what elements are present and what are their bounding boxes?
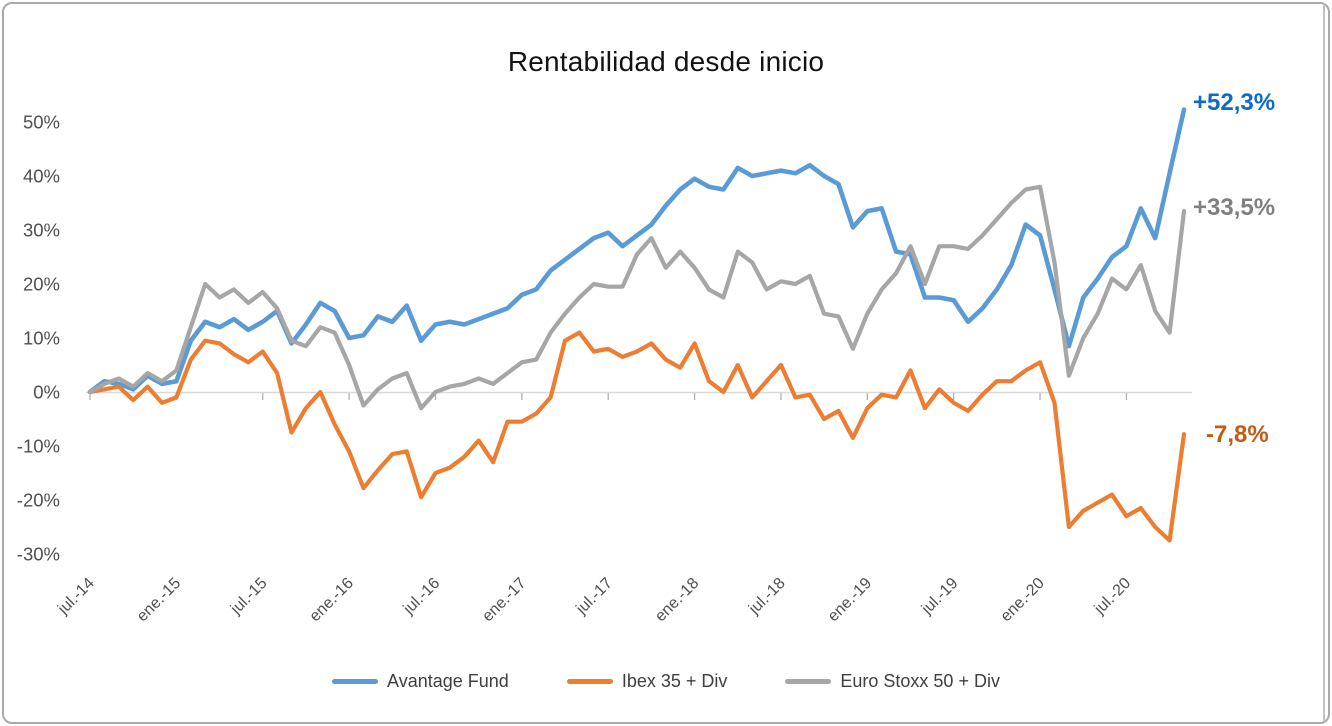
- svg-text:ene.-16: ene.-16: [307, 575, 357, 625]
- svg-text:-30%: -30%: [17, 544, 60, 565]
- svg-text:50%: 50%: [23, 112, 60, 133]
- svg-text:jul.-19: jul.-19: [918, 575, 962, 619]
- svg-text:ene.-20: ene.-20: [998, 575, 1048, 625]
- chart-title: Rentabilidad desde inicio: [507, 45, 825, 77]
- svg-text:20%: 20%: [23, 274, 60, 295]
- legend-label: Ibex 35 + Div: [621, 671, 728, 691]
- legend-item-ibex-35: Ibex 35 + Div: [566, 671, 728, 692]
- x-axis-labels: jul.-14 ene.-15 jul.-15 ene.-16 jul.-16 ene.-…: [54, 575, 1134, 625]
- svg-text:10%: 10%: [23, 328, 60, 349]
- series-line-avantage-fund: [87, 107, 1187, 395]
- end-label-avantage-fund: +52,3%: [1193, 89, 1276, 116]
- svg-text:jul.-17: jul.-17: [573, 575, 617, 619]
- series-line-euro-stoxx-50-div: [87, 184, 1187, 411]
- legend-item-avantage-fund: Avantage Fund: [332, 671, 509, 692]
- legend-label: Avantage Fund: [387, 671, 509, 691]
- end-label-ibex: -7,8%: [1206, 421, 1269, 448]
- svg-text:jul.-16: jul.-16: [400, 575, 444, 619]
- chart-legend: Avantage Fund Ibex 35 + Div Euro Stoxx 5…: [0, 671, 1332, 692]
- legend-item-euro-stoxx-50: Euro Stoxx 50 + Div: [785, 671, 1000, 692]
- legend-line-swatch-gray: [785, 679, 832, 684]
- series-line-ibex-35-div: [87, 330, 1187, 543]
- svg-text:jul.-15: jul.-15: [227, 575, 271, 619]
- svg-text:-20%: -20%: [17, 490, 60, 511]
- svg-text:0%: 0%: [33, 382, 60, 403]
- svg-text:ene.-15: ene.-15: [134, 575, 184, 625]
- svg-text:30%: 30%: [23, 220, 60, 241]
- y-axis-labels: 50% 40% 30% 20% 10% 0% -10% -20% -30%: [17, 112, 60, 565]
- svg-text:-10%: -10%: [17, 436, 60, 457]
- svg-text:jul.-20: jul.-20: [1091, 575, 1135, 619]
- legend-label: Euro Stoxx 50 + Div: [840, 671, 1000, 691]
- legend-line-swatch-orange: [566, 679, 613, 684]
- x-axis-ticks: [89, 393, 1128, 400]
- svg-text:ene.-18: ene.-18: [652, 575, 702, 625]
- svg-text:40%: 40%: [23, 166, 60, 187]
- svg-text:ene.-17: ene.-17: [479, 575, 529, 625]
- svg-text:jul.-14: jul.-14: [54, 575, 98, 619]
- svg-text:jul.-18: jul.-18: [745, 575, 789, 619]
- svg-text:ene.-19: ene.-19: [825, 575, 875, 625]
- end-label-euro-stoxx: +33,5%: [1193, 194, 1276, 221]
- legend-line-swatch-blue: [332, 679, 379, 684]
